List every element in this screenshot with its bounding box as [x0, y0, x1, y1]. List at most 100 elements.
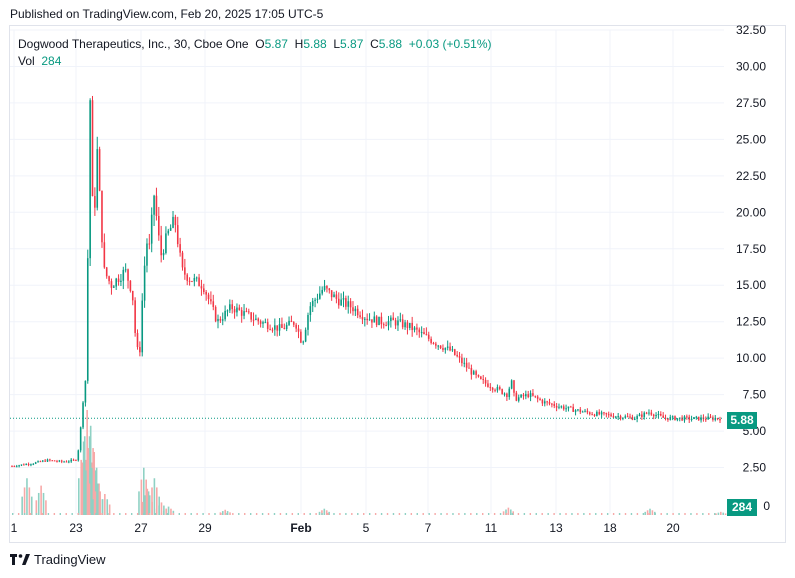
volume-bar [202, 513, 204, 515]
candle-body [397, 320, 399, 326]
candle-body [423, 332, 425, 335]
candle-body [444, 347, 447, 350]
volume-bar [660, 513, 662, 515]
volume-bar [101, 499, 104, 515]
candle-body [226, 310, 229, 312]
volume-bar [214, 513, 216, 515]
candle-body [117, 278, 120, 282]
candle-body [361, 316, 364, 320]
candle-body [274, 325, 276, 330]
tradingview-brand[interactable]: TradingView [10, 552, 106, 567]
candle-body [449, 346, 451, 351]
y-tick-label: 30.00 [736, 59, 766, 73]
candle-body [326, 285, 328, 289]
candle-body [453, 349, 456, 355]
candle-body [648, 412, 650, 414]
volume-bar [148, 513, 151, 515]
volume-bar [82, 441, 85, 515]
candle-body [101, 190, 103, 243]
volume-bar [279, 513, 282, 515]
legend-vol-label: Vol [18, 54, 35, 68]
volume-bar [315, 513, 317, 515]
volume-bar [654, 513, 656, 515]
candle-body [574, 410, 577, 412]
candle-body [541, 400, 544, 404]
candle-body [404, 322, 406, 328]
volume-bar [108, 504, 111, 515]
volume-bar [502, 511, 505, 515]
candle-body [238, 307, 241, 311]
volume-bar [226, 513, 228, 515]
candle-body [553, 404, 556, 407]
volume-bar [163, 505, 165, 515]
volume-bar [142, 513, 145, 515]
candle-body [319, 293, 321, 299]
legend-high: 5.88 [303, 37, 327, 51]
candle-body [390, 317, 392, 322]
candle-body [655, 415, 657, 417]
candle-body [707, 416, 709, 420]
volume-bar [140, 479, 143, 515]
candle-body [567, 406, 570, 409]
candle-body [221, 319, 224, 321]
candle-body [686, 416, 688, 418]
legend-close-label: C [370, 37, 379, 51]
volume-bar [273, 513, 276, 515]
volume-bar [333, 513, 335, 515]
volume-bar [106, 499, 109, 515]
candle-body [158, 215, 160, 236]
volume-bar [99, 491, 101, 515]
candle-body [603, 412, 605, 414]
volume-bar [86, 410, 88, 515]
candle-body [283, 327, 286, 329]
legend-change: +0.03 (+0.51%) [408, 37, 492, 51]
candle-body [96, 149, 99, 208]
candle-body [65, 461, 68, 463]
y-tick-label: 27.50 [736, 96, 766, 110]
volume-bar [267, 513, 270, 515]
candle-body [240, 310, 243, 316]
candle-body [18, 465, 20, 467]
volume-bar [297, 513, 299, 515]
candle-body [252, 319, 255, 321]
candle-body [129, 280, 132, 291]
candle-body [262, 322, 264, 324]
candle-body [439, 345, 442, 349]
candle-body [489, 386, 492, 388]
candle-body [345, 298, 347, 307]
candle-body [200, 286, 203, 289]
volume-bar [651, 510, 654, 515]
candle-body [300, 331, 302, 343]
volume-bar [141, 501, 144, 515]
volume-bar [327, 513, 329, 515]
candle-body [525, 394, 527, 397]
candle-body [543, 401, 546, 404]
candle-body [77, 450, 80, 461]
candle-body [285, 324, 288, 329]
candle-body [619, 416, 622, 419]
candle-body [20, 464, 23, 466]
volume-bar [59, 513, 61, 515]
volume-bar [672, 513, 674, 515]
candle-body [368, 319, 371, 321]
legend-symbol: Dogwood Therapeutics, Inc., 30, Cboe One [18, 37, 249, 51]
candle-body [401, 319, 404, 328]
candle-body [373, 316, 376, 323]
volume-bar [224, 509, 226, 515]
candle-body [264, 322, 267, 324]
candle-body [68, 461, 70, 463]
candle-body [600, 412, 603, 415]
volume-bar [99, 504, 101, 515]
candle-body [366, 318, 368, 321]
candle-body [276, 325, 279, 331]
volume-bar [95, 467, 98, 515]
candle-body [626, 416, 629, 418]
candle-body [579, 409, 582, 413]
candle-body [321, 289, 323, 294]
volume-bar [452, 513, 454, 515]
volume-bar [65, 513, 67, 515]
volume-bar [303, 513, 305, 515]
candle-body [75, 459, 77, 461]
volume-bar [30, 496, 33, 515]
